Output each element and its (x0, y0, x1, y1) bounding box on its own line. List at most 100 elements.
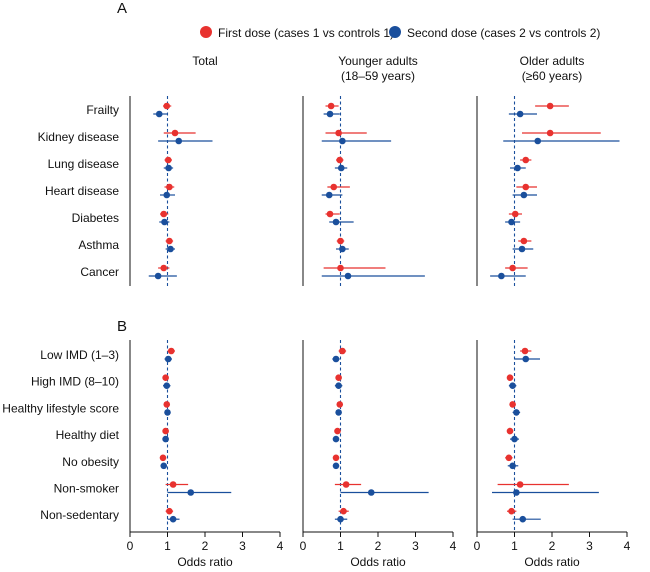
x-tick-label: 4 (624, 539, 631, 553)
point-first-non-sedentary (166, 507, 173, 515)
x-axis-title: Odds ratio (350, 555, 406, 569)
point-first-no-obesity (159, 454, 167, 462)
legend-first-dose-marker (200, 26, 212, 38)
point-second-cancer (498, 272, 505, 280)
point-second-non-smoker (513, 489, 520, 496)
point-first-asthma (166, 237, 173, 245)
point-second-kidney-disease (534, 137, 542, 145)
point-first-non-smoker (516, 481, 524, 488)
point-first-cancer (337, 264, 344, 272)
x-tick-label: 0 (474, 539, 481, 553)
row-label-diabetes: Diabetes (72, 211, 119, 225)
row-label-cancer: Cancer (80, 265, 119, 279)
point-first-healthy-lifestyle-score (336, 401, 344, 408)
legend-first-dose-label: First dose (cases 1 vs controls 1) (218, 26, 394, 40)
point-first-non-smoker (342, 481, 350, 488)
point-first-high-imd-8-10 (335, 374, 342, 382)
point-first-no-obesity (332, 454, 340, 462)
point-first-frailty (546, 102, 554, 110)
point-first-high-imd-8-10 (506, 374, 514, 382)
point-second-asthma (167, 245, 174, 253)
point-second-diabetes (508, 218, 515, 226)
point-first-high-imd-8-10 (162, 374, 169, 382)
point-second-low-imd-1-3 (332, 355, 340, 363)
point-second-healthy-diet (162, 435, 169, 443)
point-second-healthy-lifestyle-score (164, 409, 171, 416)
point-second-frailty (155, 110, 163, 118)
x-axis-title: Odds ratio (177, 555, 233, 569)
row-label-no-obesity: No obesity (62, 455, 119, 469)
point-second-heart-disease (325, 191, 333, 199)
point-first-diabetes (326, 210, 334, 218)
x-tick-label: 0 (300, 539, 307, 553)
point-second-low-imd-1-3 (522, 355, 530, 363)
point-first-lung-disease (164, 156, 172, 164)
point-first-kidney-disease (546, 129, 554, 137)
point-second-frailty (326, 110, 334, 118)
x-tick-label: 2 (202, 539, 209, 553)
group-title-total: Total (192, 54, 217, 68)
point-first-heart-disease (522, 183, 530, 191)
point-first-diabetes (511, 210, 519, 218)
point-first-non-sedentary (508, 507, 515, 515)
point-second-high-imd-8-10 (163, 382, 171, 390)
point-second-frailty (516, 110, 524, 118)
point-second-high-imd-8-10 (335, 382, 342, 390)
row-label-high-imd-8-10: High IMD (8–10) (31, 375, 119, 389)
row-label-healthy-lifestyle-score: Healthy lifestyle score (2, 401, 119, 415)
point-first-asthma (520, 237, 528, 245)
point-first-diabetes (160, 210, 168, 218)
row-label-kidney-disease: Kidney disease (38, 130, 120, 144)
panel-label-b: B (117, 318, 127, 335)
point-second-healthy-lifestyle-score (335, 409, 342, 416)
point-second-heart-disease (520, 191, 528, 199)
point-first-kidney-disease (171, 129, 179, 137)
point-second-lung-disease (514, 164, 521, 172)
x-tick-label: 1 (164, 539, 171, 553)
point-second-lung-disease (165, 164, 172, 172)
point-first-no-obesity (505, 454, 513, 462)
group-title-older-adults-60-years: Older adults (≥60 years) (520, 54, 585, 83)
x-tick-label: 3 (586, 539, 593, 553)
x-tick-label: 3 (412, 539, 419, 553)
x-tick-label: 1 (337, 539, 344, 553)
point-second-healthy-diet (511, 435, 518, 443)
point-second-non-sedentary (169, 515, 177, 523)
legend: First dose (cases 1 vs controls 1) Secon… (200, 26, 600, 40)
point-second-non-smoker (187, 489, 195, 496)
point-second-heart-disease (163, 191, 171, 199)
point-second-non-smoker (367, 489, 375, 496)
x-axis-title: Odds ratio (524, 555, 580, 569)
x-tick-label: 0 (127, 539, 134, 553)
point-second-asthma (339, 245, 346, 253)
point-first-healthy-lifestyle-score (509, 401, 516, 408)
point-first-lung-disease (522, 156, 530, 164)
point-second-no-obesity (332, 462, 340, 470)
row-label-non-sedentary: Non-sedentary (40, 508, 119, 522)
point-second-healthy-lifestyle-score (513, 409, 520, 416)
point-first-asthma (337, 237, 344, 245)
point-first-low-imd-1-3 (521, 347, 529, 355)
legend-second-dose-marker (389, 26, 401, 38)
point-first-non-smoker (169, 481, 177, 488)
x-tick-label: 3 (239, 539, 246, 553)
row-label-healthy-diet: Healthy diet (56, 428, 120, 442)
x-tick-label: 2 (375, 539, 382, 553)
point-second-no-obesity (160, 462, 168, 470)
x-tick-label: 2 (549, 539, 556, 553)
point-first-healthy-diet (162, 427, 169, 435)
point-second-kidney-disease (175, 137, 183, 145)
point-second-asthma (518, 245, 526, 253)
point-second-no-obesity (509, 462, 516, 470)
row-label-frailty: Frailty (86, 103, 119, 117)
point-first-heart-disease (166, 183, 173, 191)
point-second-non-sedentary (337, 515, 344, 523)
point-second-cancer (344, 272, 352, 280)
point-first-lung-disease (336, 156, 344, 164)
row-label-non-smoker: Non-smoker (54, 482, 119, 496)
panel-label-a: A (117, 0, 127, 17)
point-first-frailty (327, 102, 335, 110)
point-second-high-imd-8-10 (509, 382, 516, 390)
